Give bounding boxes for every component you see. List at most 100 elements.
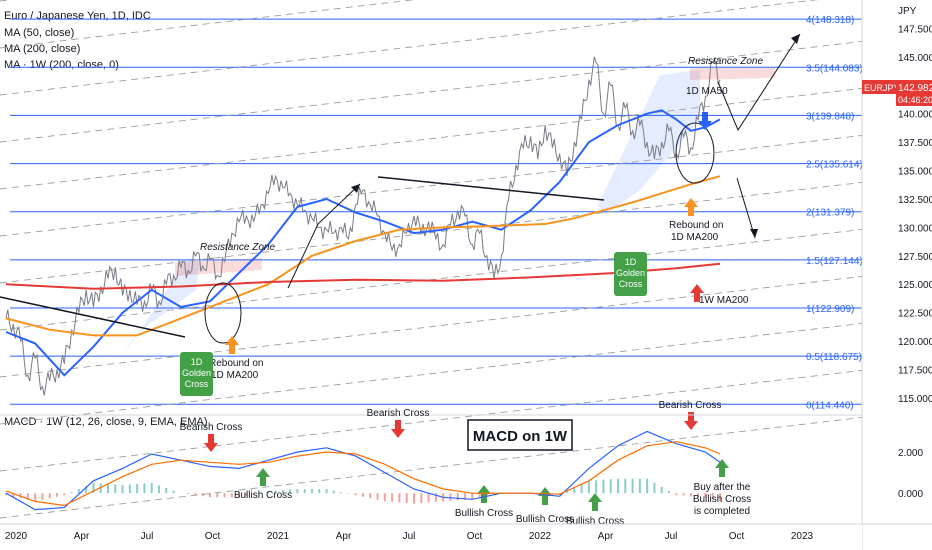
symbol-label: EURJPY	[864, 83, 900, 93]
macd-y-tick-label: 2.000	[898, 448, 923, 459]
x-tick-label: Jul	[665, 531, 678, 542]
arrowhead	[351, 184, 360, 193]
fib-label: 2.5(135.614)	[806, 160, 863, 171]
fib-label: 4(148.318)	[806, 15, 854, 26]
symbol-badge	[862, 80, 896, 94]
macd-signal-line	[5, 441, 721, 507]
channel-line	[0, 36, 901, 143]
rebound-label: Rebound on	[669, 220, 724, 231]
fib-label: 1(122.909)	[806, 304, 854, 315]
moving-averages	[5, 109, 721, 377]
y-tick-label: 147.500	[898, 24, 932, 35]
fib-label: 3(139.848)	[806, 111, 854, 122]
projection-path	[287, 183, 361, 289]
trendline	[0, 296, 186, 338]
golden-cross-label: Cross	[185, 379, 209, 389]
x-tick-label: 2023	[791, 531, 814, 542]
x-tick-label: Oct	[729, 531, 745, 542]
golden-cross-badge	[180, 352, 213, 396]
rebound-circle	[675, 122, 715, 184]
x-tick-label: Apr	[336, 531, 352, 542]
fib-levels: 0(114.440) 0.5(118.675) 1(122.909) 1.5(127.…	[10, 15, 863, 411]
macd-line	[5, 430, 721, 511]
y-tick-label: 132.500	[898, 195, 932, 206]
bullish-cross-arrow	[256, 468, 270, 486]
indicator-ma50: MA (50, close)	[4, 27, 75, 39]
ma1w-line	[5, 262, 721, 290]
channel-line	[0, 0, 13, 2]
arrowhead	[791, 34, 800, 44]
rebound-label: Rebound on	[209, 358, 264, 369]
y-tick-label: 145.000	[898, 53, 932, 64]
bearish-cross-label: Bearish Cross	[659, 400, 722, 411]
fib-label: 3.5(144.083)	[806, 63, 863, 74]
channel-band-2020	[120, 258, 200, 360]
fib-label: 0(114.440)	[806, 400, 854, 411]
ma50-label: 1D MA50	[686, 86, 728, 97]
y-tick-label: 125.000	[898, 280, 932, 291]
bullish-cross-arrow	[588, 493, 602, 511]
channel-line	[0, 412, 901, 519]
rebound-arrow	[225, 336, 239, 354]
rebound-arrow	[684, 198, 698, 216]
indicator-ma200: MA (200, close)	[4, 43, 81, 55]
y-tick-label: 122.500	[898, 309, 932, 320]
channel-line	[0, 83, 901, 190]
countdown-label: 04:46:20	[898, 95, 932, 105]
bearish-cross-label: Bearish Cross	[367, 408, 430, 419]
golden-cross-label: 1D	[191, 357, 203, 367]
currency-label: JPY	[898, 6, 917, 17]
x-tick-label: Apr	[74, 531, 90, 542]
y-tick-label: 130.000	[898, 223, 932, 234]
x-tick-label: Jul	[141, 531, 154, 542]
macd-header: MACD · 1W (12, 26, close, 9, EMA, EMA)	[4, 416, 208, 428]
channel-line	[0, 130, 901, 237]
macd-title-box	[467, 419, 573, 451]
bullish-cross-label: Bullish Cross	[234, 490, 292, 501]
y-tick-label: 117.500	[898, 366, 932, 377]
channel-band-2022	[598, 70, 700, 215]
fib-label: 2(131.379)	[806, 208, 854, 219]
time-axis-bg	[0, 524, 862, 550]
macd-pane: MACD on 1W Bearish Cross Bearish Cross Bear…	[0, 400, 862, 527]
golden-cross-label: 1D	[625, 257, 637, 267]
annotations: Resistance Zone Resistance Zone 1D MA50 Reb…	[0, 33, 801, 511]
trendline	[377, 176, 605, 201]
x-tick-label: Jul	[403, 531, 416, 542]
channel-line	[0, 0, 819, 96]
bullish-cross-arrow	[477, 485, 491, 503]
bearish-cross-label: Bearish Cross	[180, 422, 243, 433]
x-tick-label: Apr	[598, 531, 614, 542]
price-series	[5, 56, 721, 396]
y-tick-label: 115.000	[898, 394, 932, 405]
bullish-cross-arrow	[538, 487, 552, 505]
channel-line	[0, 365, 901, 472]
channel-line	[0, 177, 901, 284]
channel-line	[0, 0, 416, 49]
x-tick-label: Oct	[205, 531, 221, 542]
resistance-zone-label: Resistance Zone	[688, 56, 763, 67]
bearish-cross-arrow	[204, 434, 218, 452]
resistance-zone-band	[690, 68, 775, 80]
resistance-zone-label: Resistance Zone	[200, 242, 275, 253]
arrowhead	[750, 229, 758, 238]
channel-bands	[120, 68, 775, 360]
price-line	[5, 56, 721, 396]
rebound-label: 1D MA200	[671, 232, 719, 243]
golden-cross-label: Golden	[182, 368, 211, 378]
ma200-line	[5, 175, 721, 337]
golden-cross-label: Golden	[616, 268, 645, 278]
y-tick-label: 135.000	[898, 167, 932, 178]
macd-title: MACD on 1W	[473, 428, 568, 445]
indicator-ma1w: MA · 1W (200, close, 0)	[4, 59, 119, 71]
last-price-label: 142.982	[898, 83, 932, 94]
x-tick-label: 2020	[5, 531, 28, 542]
x-tick-label: 2021	[267, 531, 290, 542]
fib-label: 1.5(127.144)	[806, 256, 863, 267]
projection-path	[717, 33, 801, 132]
x-tick-label: 2022	[529, 531, 552, 542]
ma1w-arrow	[690, 284, 704, 302]
golden-cross-label: Cross	[619, 279, 643, 289]
